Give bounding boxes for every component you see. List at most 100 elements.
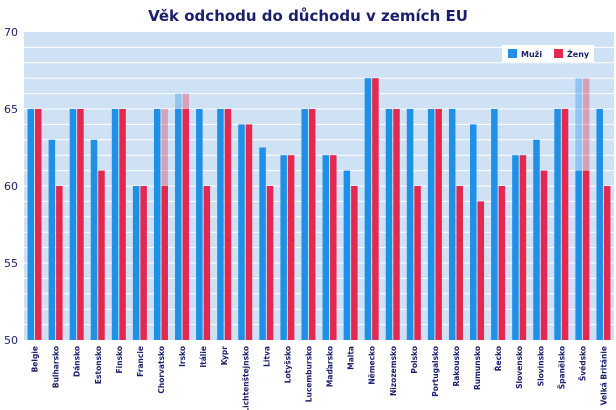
bar-zeny — [287, 155, 295, 340]
bar-zeny — [435, 109, 442, 340]
bar-zeny — [203, 186, 211, 340]
bar-muzi — [153, 109, 161, 340]
bar-zeny — [161, 186, 168, 340]
legend-box — [502, 45, 594, 62]
chart-title: Věk odchodu do důchodu v zemích EU — [148, 7, 468, 25]
bar-muzi — [512, 155, 519, 340]
bar-muzi — [90, 139, 98, 340]
legend-swatch-muzi — [508, 49, 517, 58]
bar-muzi — [575, 170, 582, 340]
bar-zeny — [119, 109, 126, 340]
x-tick-label: Litva — [262, 346, 271, 367]
plot-area — [24, 32, 614, 341]
bar-zeny — [582, 170, 590, 340]
bar-muzi — [385, 109, 393, 340]
bar-muzi — [238, 124, 245, 341]
bar-range-zeny — [182, 93, 190, 109]
x-tick-label: Irsko — [178, 346, 187, 367]
legend: Muži Ženy — [502, 45, 594, 62]
bar-zeny — [56, 186, 63, 340]
bar-zeny — [224, 109, 232, 340]
legend-label-zeny: Ženy — [567, 48, 590, 59]
bar-muzi — [554, 109, 561, 340]
x-axis: Belgie Bulharsko Dánsko Estonsko Finsko Franc… — [31, 346, 609, 410]
y-axis: 50 55 60 65 70 — [4, 26, 18, 347]
x-tick-label: Maďarsko — [326, 346, 335, 387]
x-tick-label: Velká Británie — [599, 346, 608, 405]
bar-muzi — [280, 155, 287, 340]
bar-muzi — [596, 109, 603, 340]
x-tick-label: Chorvatsko — [157, 346, 166, 394]
bar-zeny — [35, 109, 42, 340]
x-tick-label: Slovensko — [515, 346, 524, 389]
x-tick-label: Itálie — [199, 346, 208, 368]
bar-zeny — [77, 109, 84, 340]
x-tick-label: Malta — [347, 346, 356, 370]
x-tick-label: Estonsko — [94, 346, 103, 384]
bar-zeny — [266, 186, 274, 340]
x-tick-label: Rakousko — [452, 346, 461, 387]
bar-zeny — [182, 109, 190, 340]
y-tick-label: 50 — [4, 334, 18, 347]
y-tick-label: 65 — [4, 103, 18, 116]
x-tick-label: Kypr — [220, 346, 229, 366]
x-tick-label: Německo — [368, 346, 377, 385]
bar-muzi — [111, 109, 119, 340]
bar-muzi — [27, 109, 35, 340]
bar-zeny — [540, 170, 548, 340]
x-tick-label: Dánsko — [73, 346, 82, 377]
bar-muzi — [259, 147, 266, 340]
bar-range-zeny — [582, 78, 590, 171]
x-tick-label: Rumunsko — [473, 346, 482, 390]
x-tick-label: Švédsko — [578, 346, 587, 381]
bar-range-zeny — [161, 109, 168, 186]
x-tick-label: Finsko — [115, 346, 124, 373]
bar-zeny — [245, 124, 253, 341]
x-tick-label: Řecko — [494, 346, 503, 371]
bar-muzi — [175, 109, 182, 340]
legend-swatch-zeny — [554, 49, 563, 58]
x-tick-label: Belgie — [31, 346, 40, 372]
bar-zeny — [393, 109, 400, 340]
bar-muzi — [364, 78, 372, 340]
x-tick-label: Slovinsko — [536, 346, 545, 386]
x-tick-label: Portugalsko — [431, 346, 440, 397]
bar-muzi — [322, 155, 330, 340]
bar-muzi — [132, 186, 140, 340]
bar-zeny — [561, 109, 569, 340]
bar-zeny — [519, 155, 527, 340]
x-tick-label: Lotyšsko — [283, 346, 292, 383]
bar-zeny — [351, 186, 358, 340]
legend-label-muzi: Muži — [521, 50, 542, 59]
bar-muzi — [427, 109, 435, 340]
bar-muzi — [470, 124, 477, 341]
bar-zeny — [98, 170, 105, 340]
bar-zeny — [456, 186, 463, 340]
bar-muzi — [448, 109, 456, 340]
x-tick-label: Francie — [136, 346, 145, 377]
y-tick-label: 55 — [4, 257, 18, 270]
bar-muzi — [343, 170, 351, 340]
bar-zeny — [414, 186, 421, 340]
x-tick-label: Lucembursko — [304, 346, 313, 402]
x-tick-label: Nizozemsko — [389, 346, 398, 396]
bar-muzi — [301, 109, 308, 340]
bar-range-muzi — [175, 93, 182, 109]
bar-muzi — [491, 109, 498, 340]
x-tick-label: Lichtenštejnsko — [241, 346, 250, 410]
bar-muzi — [217, 109, 224, 340]
x-tick-label: Polsko — [410, 346, 419, 374]
bar-zeny — [477, 201, 485, 340]
bar-muzi — [48, 139, 56, 340]
bar-zeny — [330, 155, 337, 340]
bar-muzi — [196, 109, 203, 340]
bar-muzi — [69, 109, 77, 340]
bar-range-muzi — [575, 78, 582, 171]
bar-zeny — [140, 186, 147, 340]
y-tick-label: 60 — [4, 180, 18, 193]
bar-muzi — [406, 109, 414, 340]
bar-zeny — [372, 78, 379, 340]
bar-zeny — [498, 186, 506, 340]
x-tick-label: Španělsko — [557, 346, 566, 389]
